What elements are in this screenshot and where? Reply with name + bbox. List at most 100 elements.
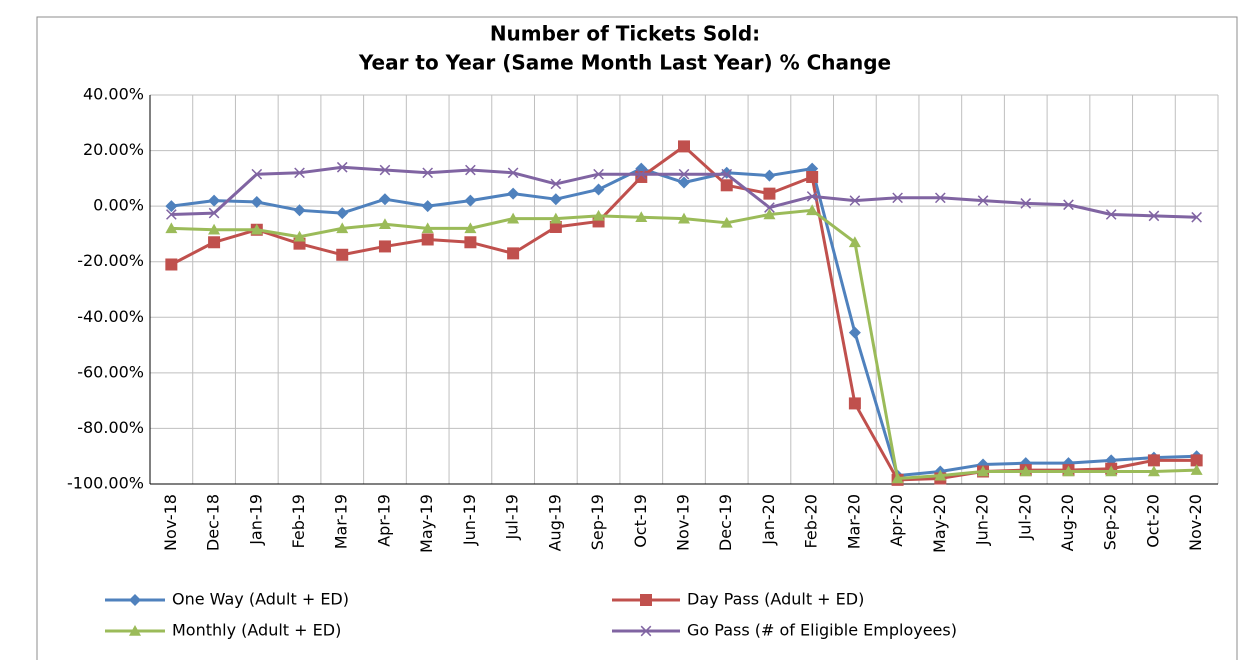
x-tick-label: Jun-19 [460, 494, 479, 546]
marker [892, 192, 903, 204]
marker [977, 195, 989, 206]
marker [336, 222, 349, 234]
x-tick-label: Apr-20 [887, 494, 906, 547]
x-tick-label: Jan-19 [246, 494, 265, 546]
chart-frame [36, 16, 1238, 660]
series-line [170, 144, 1197, 482]
legend-label: Day Pass (Adult + ED) [687, 590, 864, 609]
marker [165, 222, 178, 234]
marker [421, 233, 434, 246]
x-tick-label: Mar-19 [332, 494, 351, 549]
marker [251, 168, 263, 180]
y-tick-label: -80.00% [77, 418, 144, 437]
legend-label: One Way (Adult + ED) [172, 590, 349, 609]
x-tick-label: Feb-20 [802, 494, 821, 548]
marker [507, 212, 520, 224]
marker [848, 326, 861, 339]
marker [592, 209, 605, 221]
x-tick-label: Aug-19 [545, 494, 564, 551]
x-tick-label: Nov-18 [161, 494, 180, 551]
marker [1020, 198, 1032, 209]
marker [678, 212, 690, 224]
y-tick-label: -100.00% [67, 474, 144, 493]
marker [806, 191, 818, 202]
x-tick-label: Mar-20 [844, 494, 863, 549]
marker [806, 170, 819, 183]
x-tick-label: May-20 [930, 494, 949, 553]
marker [764, 202, 775, 213]
x-tick-label: Apr-19 [374, 494, 393, 547]
x-tick-label: Dec-19 [716, 494, 735, 551]
marker [848, 236, 861, 248]
y-tick-label: -60.00% [77, 362, 144, 381]
marker [1062, 465, 1075, 477]
marker [464, 194, 477, 207]
marker [336, 161, 348, 173]
y-tick-label: 0.00% [93, 196, 144, 215]
x-tick-label: Dec-18 [204, 494, 223, 551]
marker [378, 240, 391, 253]
marker [720, 216, 733, 228]
marker [129, 625, 141, 636]
marker [294, 167, 305, 179]
x-tick-label: May-19 [417, 494, 436, 553]
marker [1147, 465, 1160, 477]
marker [678, 140, 690, 153]
marker [763, 169, 776, 182]
x-tick-label: Jul-20 [1015, 494, 1034, 540]
chart-subtitle: Year to Year (Same Month Last Year) % Ch… [358, 51, 891, 75]
marker [507, 247, 520, 260]
marker [165, 200, 178, 213]
marker [763, 187, 776, 200]
marker [549, 212, 562, 224]
y-tick-label: -40.00% [77, 307, 144, 326]
marker [763, 208, 776, 220]
marker [336, 207, 349, 220]
x-tick-label: Nov-19 [674, 494, 693, 551]
x-tick-label: Oct-19 [631, 494, 650, 548]
x-tick-label: Sep-20 [1101, 494, 1120, 550]
marker [549, 220, 562, 233]
marker [721, 168, 733, 180]
marker [464, 236, 477, 249]
x-tick-label: Sep-19 [588, 494, 607, 550]
marker [421, 222, 434, 234]
x-tick-label: Jan-20 [759, 494, 778, 546]
marker [507, 167, 519, 179]
marker [165, 258, 178, 271]
marker [208, 207, 220, 219]
y-tick-label: 40.00% [83, 85, 144, 104]
marker [378, 193, 391, 206]
marker [208, 223, 221, 235]
marker [806, 204, 819, 216]
marker [1105, 209, 1117, 220]
marker [593, 168, 604, 180]
x-tick-label: Jul-19 [503, 494, 522, 540]
marker [422, 167, 434, 179]
x-tick-label: Feb-19 [289, 494, 308, 548]
marker [1190, 454, 1203, 467]
marker [378, 218, 391, 230]
marker [464, 222, 477, 234]
marker [208, 236, 221, 249]
marker [635, 211, 648, 223]
legend-label: Go Pass (# of Eligible Employees) [687, 621, 957, 640]
marker [934, 192, 946, 204]
x-tick-label: Oct-20 [1143, 494, 1162, 548]
marker [678, 176, 690, 189]
marker [250, 223, 263, 235]
marker [1105, 465, 1118, 477]
y-tick-label: -20.00% [77, 251, 144, 270]
marker [1147, 454, 1160, 467]
marker [465, 164, 476, 176]
y-tick-label: 20.00% [83, 140, 144, 159]
marker [592, 183, 605, 196]
marker [678, 168, 690, 180]
x-tick-label: Jun-20 [973, 494, 992, 546]
marker [421, 200, 434, 213]
marker [549, 193, 562, 206]
marker [1063, 199, 1074, 211]
marker [250, 195, 263, 208]
marker [848, 397, 861, 410]
